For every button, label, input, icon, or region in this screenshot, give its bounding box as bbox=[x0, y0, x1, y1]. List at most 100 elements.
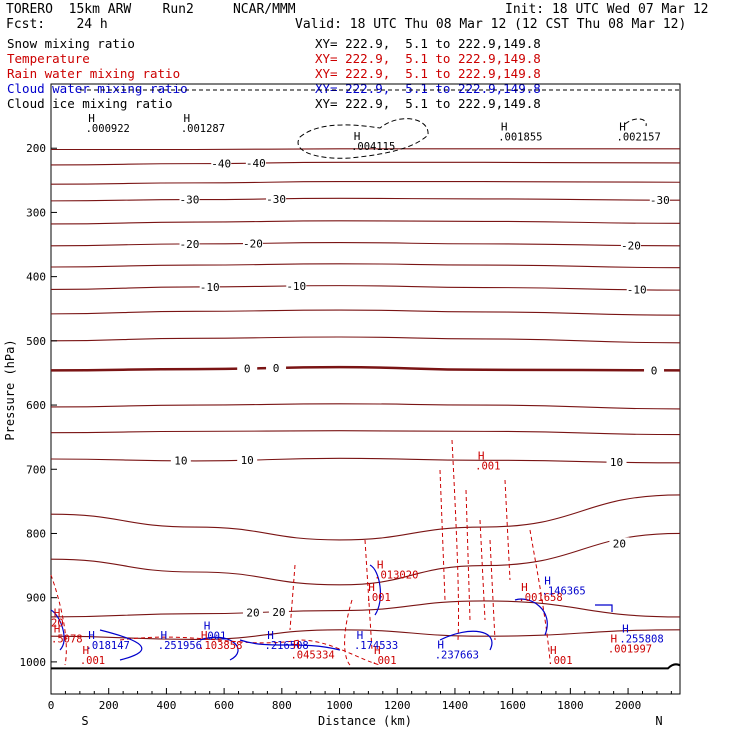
isotherm-label-bg bbox=[649, 194, 670, 207]
legend-temperature-label: Temperature bbox=[7, 51, 90, 66]
x-tick-label-2000: 2000 bbox=[615, 699, 642, 712]
maximum-value-label: .103858 bbox=[198, 640, 242, 652]
isotherm-label: -10 bbox=[200, 281, 220, 294]
maximum-value-label: .001 bbox=[475, 460, 500, 472]
legend-cloud-water-label: Cloud water mixing ratio bbox=[7, 81, 188, 96]
maximum-value-label: .146365 bbox=[542, 585, 586, 597]
y-axis-title: Pressure (hPa) bbox=[3, 339, 17, 440]
x-tick-label-0: 0 bbox=[48, 699, 55, 712]
y-tick-label-900: 900 bbox=[26, 592, 46, 605]
cloud-water-contour-mid bbox=[239, 639, 341, 651]
isotherm-label: -30 bbox=[180, 194, 200, 207]
maximum-marker: H bbox=[521, 581, 528, 594]
maximum-value-label: .237663 bbox=[435, 650, 479, 662]
legend-rain-label: Rain water mixing ratio bbox=[7, 66, 181, 81]
isotherm-label-bg bbox=[199, 280, 220, 293]
legend-snow-label: Snow mixing ratio bbox=[7, 36, 135, 51]
y-tick-label-400: 400 bbox=[26, 271, 46, 284]
hydrometeor-contours bbox=[50, 89, 680, 666]
legend-cloud-water-xy: XY= 222.9, 5.1 to 222.9,149.8 bbox=[315, 81, 541, 96]
x-tick-label-600: 600 bbox=[214, 699, 234, 712]
maximum-marker: H bbox=[478, 449, 485, 462]
maximum-marker: H bbox=[550, 644, 557, 657]
maxima-labels: H.000922H.001287H.004115H.001855H.002157… bbox=[51, 112, 664, 667]
maximum-marker: H bbox=[88, 629, 95, 642]
isotherm-label: -40 bbox=[211, 157, 231, 170]
maximum-marker: H bbox=[54, 607, 61, 620]
isotherm-0 bbox=[51, 148, 680, 151]
isotherm-label: 0 bbox=[651, 364, 658, 377]
maximum-marker: H bbox=[374, 644, 381, 657]
isotherm-11 bbox=[50, 403, 681, 410]
maximum-marker: H bbox=[611, 632, 618, 645]
isotherm-label-bg bbox=[620, 239, 641, 252]
x-tick-label-1600: 1600 bbox=[499, 699, 526, 712]
maximum-value-label: .216508 bbox=[265, 640, 309, 652]
isotherm-label-bg bbox=[179, 193, 200, 206]
isotherm-label-bg bbox=[266, 362, 287, 375]
y-tick-label-600: 600 bbox=[26, 399, 46, 412]
terrain-surface bbox=[51, 663, 681, 670]
isotherm-label: 20 bbox=[613, 537, 626, 550]
y-tick-label-1000: 1000 bbox=[20, 656, 47, 669]
isotherm-label: -10 bbox=[286, 280, 306, 293]
model-run-title: TORERO 15km ARW Run2 NCAR/MMM bbox=[6, 2, 296, 17]
cloud-water-contour-central bbox=[369, 564, 548, 651]
x-tick-label-400: 400 bbox=[156, 699, 176, 712]
maximum-marker: H bbox=[267, 629, 274, 642]
isotherm-label-bg bbox=[609, 537, 630, 550]
isotherm-label: -30 bbox=[650, 194, 670, 207]
maximum-marker: H bbox=[437, 639, 444, 652]
rain-contour-low bbox=[50, 574, 381, 666]
isotherm-label: -20 bbox=[180, 238, 200, 251]
legend-temperature-xy: XY= 222.9, 5.1 to 222.9,149.8 bbox=[315, 51, 541, 66]
x-tick-label-200: 200 bbox=[99, 699, 119, 712]
isotherm-label-bg bbox=[211, 157, 232, 170]
plot-frame bbox=[50, 83, 681, 695]
x-axis-title: Distance (km) bbox=[318, 714, 412, 728]
rain-contour-central bbox=[439, 439, 486, 641]
legend-cloud-ice-label: Cloud ice mixing ratio bbox=[7, 96, 173, 111]
isotherm-label-bg bbox=[644, 364, 665, 377]
maximum-value-label: .001997 bbox=[608, 643, 652, 655]
maximum-marker: H bbox=[160, 629, 167, 642]
maximum-value-label: .001 bbox=[366, 592, 391, 604]
maximum-value-label: .174533 bbox=[354, 640, 398, 652]
maximum-value-label: .251956 bbox=[158, 640, 202, 652]
isotherm-label-bg bbox=[245, 157, 266, 170]
maximum-value-label: .001 bbox=[201, 630, 226, 642]
legend-snow-xy: XY= 222.9, 5.1 to 222.9,149.8 bbox=[315, 36, 541, 51]
maximum-marker: H bbox=[368, 581, 375, 594]
legend-rain-xy: XY= 222.9, 5.1 to 222.9,149.8 bbox=[315, 66, 541, 81]
isotherm-label: -30 bbox=[266, 193, 286, 206]
isotherm-label: 10 bbox=[241, 454, 254, 467]
isotherm-10 bbox=[50, 365, 681, 372]
maximum-marker: H bbox=[293, 639, 300, 652]
maximum-value-label: .001287 bbox=[181, 123, 225, 135]
isotherm-label: 0 bbox=[244, 362, 251, 375]
maximum-marker: H bbox=[88, 112, 95, 125]
isotherm-label-bg bbox=[266, 192, 287, 205]
y-tick-label-300: 300 bbox=[26, 206, 46, 219]
init-time: Init: 18 UTC Wed 07 Mar 12 bbox=[505, 2, 709, 17]
maximum-value-label: .001 bbox=[80, 655, 105, 667]
cloud-ice-contour-east bbox=[624, 118, 647, 127]
x-tick-label-1400: 1400 bbox=[442, 699, 469, 712]
maximum-value-label: .255808 bbox=[619, 634, 663, 646]
y-tick-label-700: 700 bbox=[26, 463, 46, 476]
maximum-value-label: 20 bbox=[51, 618, 64, 630]
isotherm-label: 10 bbox=[610, 456, 623, 469]
maximum-marker: H bbox=[354, 130, 361, 143]
isotherm-4 bbox=[50, 220, 681, 225]
maximum-value-label: .045334 bbox=[290, 650, 334, 662]
isotherm-label: -40 bbox=[246, 157, 266, 170]
isotherm-label-bg bbox=[606, 456, 627, 469]
isotherm-16 bbox=[50, 600, 681, 618]
y-tick-label-800: 800 bbox=[26, 527, 46, 540]
isotherm-label: 10 bbox=[174, 455, 187, 468]
isotherm-label-bg bbox=[286, 280, 307, 293]
isotherm-label: -20 bbox=[243, 237, 263, 250]
isotherm-7 bbox=[50, 285, 681, 291]
isotherm-15 bbox=[50, 532, 681, 586]
isotherm-6 bbox=[50, 263, 681, 269]
